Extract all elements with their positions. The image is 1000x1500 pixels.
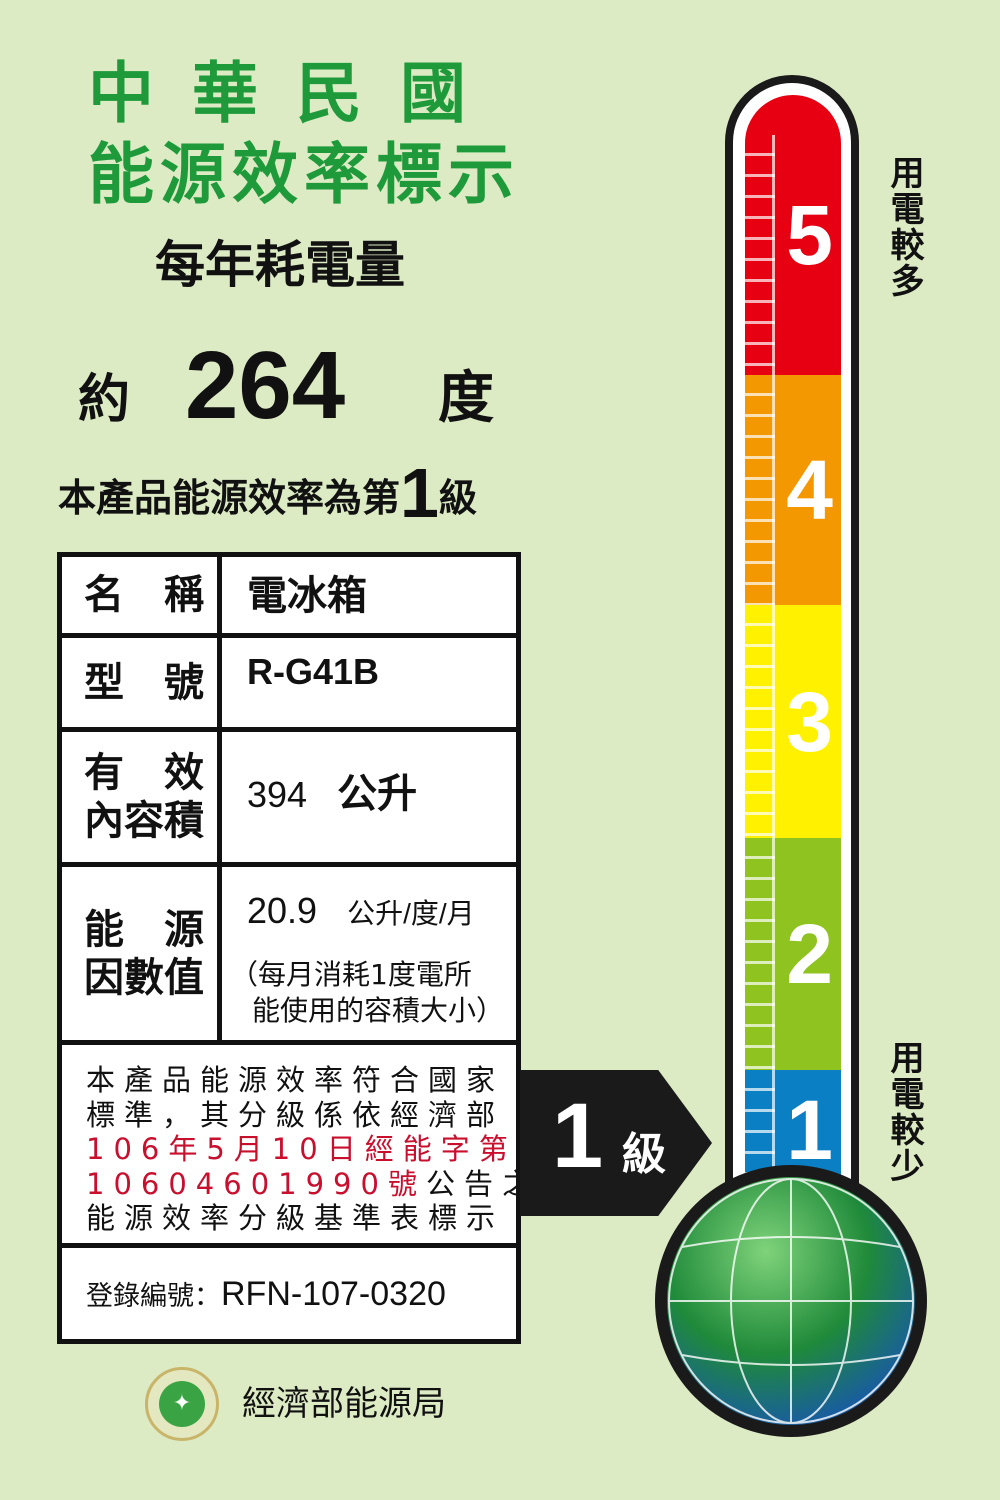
notice-line5: 能源效率分級基準表標示 [86,1201,505,1235]
title-line1: 中華民國 [88,55,504,132]
registration: 登錄編號：RFN-107-0320 [86,1274,446,1317]
consumption-unit: 度 [438,366,494,431]
value-name: 電冰箱 [247,573,367,619]
row-registration: 登錄編號：RFN-107-0320 [62,1248,516,1344]
notice-line3: 106年5月10日經能字第 [86,1132,517,1166]
grade-text: 本產品能源效率為第 [58,476,401,520]
logo-star-icon: ✦ [159,1381,205,1427]
agency-name: 經濟部能源局 [242,1384,446,1424]
notice-line2: 標準，其分級係依經濟部 [86,1097,505,1132]
volume-number: 394 [247,774,308,815]
consumption-value: 264 [185,332,346,439]
label-volume-line2: 內容積 [84,798,204,844]
label-name: 名 稱 [62,557,222,633]
consumption-prefix: 約 [78,370,131,430]
registration-label: 登錄編號： [86,1281,221,1312]
row-model: 型 號 R-G41B [62,638,516,732]
info-table: 名 稱 電冰箱 型 號 R-G41B 有 效內容積 394 公升 能 源因數值 … [57,552,531,1344]
label-model: 型 號 [62,638,222,727]
factor-unit: 公升/度/月 [347,898,475,929]
grade-unit: 級 [438,476,477,520]
notice-line1: 本產品能源效率符合國家 [86,1063,505,1097]
bureau-logo: ✦ [145,1367,219,1441]
title-line2: 能源效率標示 [88,136,520,213]
factor-number: 20.9 [247,890,318,931]
grade-statement: 本產品能源效率為第1級 [58,458,477,532]
globe-icon [667,1177,915,1425]
row-factor: 能 源因數值 20.9 公升/度/月 （每月消耗1度電所 能使用的容積大小） [62,867,516,1045]
grade-number: 1 [400,454,439,532]
volume-unit: 公升 [337,772,418,816]
notice-line4-number: 10604601990號 [86,1166,426,1201]
label-factor: 能 源因數值 [62,867,222,1040]
scale-ticks [745,838,775,1070]
row-name: 名 稱 電冰箱 [62,557,516,638]
notice-line4: 10604601990號公告之 [86,1167,540,1202]
factor-note-line2: 能使用的容積大小） [252,994,505,1027]
label-volume: 有 效內容積 [62,732,222,862]
scale-ticks [745,135,775,375]
factor-note-line1: （每月消耗1度電所 [230,958,472,991]
factor-note: （每月消耗1度電所 能使用的容積大小） [230,957,504,1029]
label-more-power: 用電較多 [884,155,924,299]
arrow-unit: 級 [622,1129,666,1180]
registration-value: RFN-107-0320 [221,1275,446,1313]
value-volume: 394 公升 [247,770,417,819]
value-model: R-G41B [247,651,380,692]
value-factor: 20.9 公升/度/月 [247,889,475,933]
label-volume-line1: 有 效 [84,750,204,796]
arrow-grade: 1 [552,1085,604,1187]
notice-line4-text: 公告之 [425,1166,540,1201]
label-factor-line1: 能 源 [84,906,204,953]
subtitle: 每年耗電量 [155,236,405,294]
scale-ticks [745,375,775,605]
row-notice: 本產品能源效率符合國家 標準，其分級係依經濟部 106年5月10日經能字第 10… [62,1045,531,1248]
scale-ticks [745,605,775,838]
label-less-power: 用電較少 [884,1040,924,1184]
row-volume: 有 效內容積 394 公升 [62,732,516,867]
label-factor-line2: 因數值 [84,954,204,1001]
notice-text: 本產品能源效率符合國家 標準，其分級係依經濟部 106年5月10日經能字第 10… [86,1063,540,1236]
